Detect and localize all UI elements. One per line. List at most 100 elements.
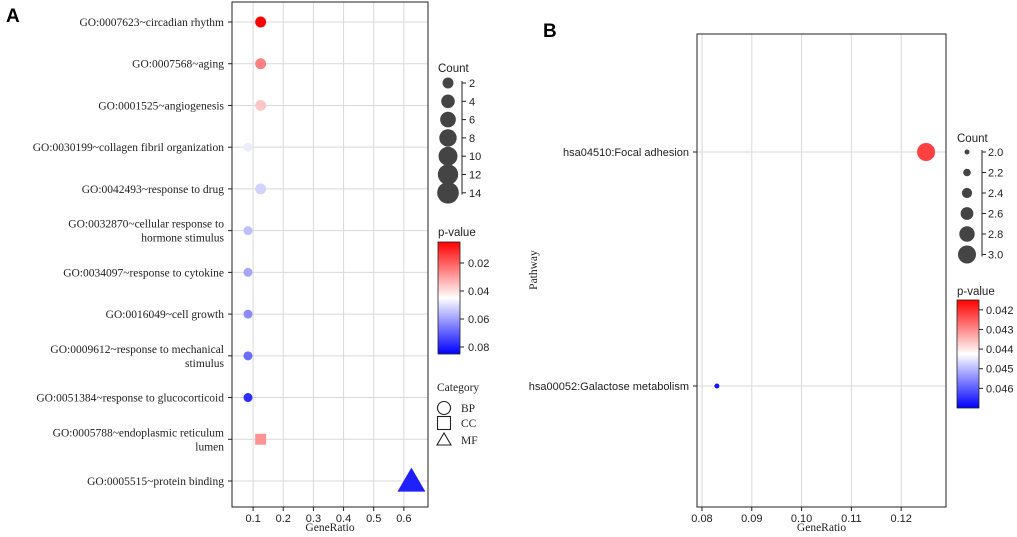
x-tick-label: 0.1 <box>245 513 260 525</box>
data-point <box>255 100 267 111</box>
plot-area-b <box>697 34 946 507</box>
category-legend-label: MF <box>461 435 478 447</box>
term-label: GO:0009612~response to mechanical <box>50 344 224 356</box>
panel-b-letter: B <box>543 21 557 42</box>
count-legend-dot <box>438 146 458 166</box>
x-tick-label: 0.09 <box>741 513 762 525</box>
count-legend-label: 4 <box>469 96 475 108</box>
count-legend-dot <box>963 168 971 177</box>
count-legend-title: Count <box>957 133 988 145</box>
term-label: lumen <box>195 441 224 453</box>
count-legend-dot <box>437 164 459 185</box>
term-label: GO:0007568~aging <box>132 59 224 71</box>
data-point <box>243 142 253 152</box>
pathway-label: hsa04510:Focal adhesion <box>563 147 689 159</box>
pvalue-colorbar <box>437 241 461 355</box>
category-legend-label: CC <box>461 418 477 430</box>
category-bp-shape <box>436 400 452 416</box>
pvalue-tick-label: 0.044 <box>986 344 1014 356</box>
count-legend-label: 8 <box>469 133 475 145</box>
pvalue-tick-label: 0.046 <box>986 383 1014 395</box>
count-legend-dot <box>961 187 973 199</box>
data-point <box>243 393 253 403</box>
x-tick-label: 0.5 <box>366 513 381 525</box>
count-legend-label: 10 <box>469 151 481 163</box>
term-label: GO:0030199~collagen fibril organization <box>33 142 224 154</box>
x-tick-label: 0.08 <box>691 513 712 525</box>
term-label: GO:0005515~protein binding <box>87 476 224 488</box>
term-label: GO:0032870~cellular response to <box>68 219 224 231</box>
count-legend-dot <box>960 207 974 220</box>
x-tick-label: 0.10 <box>791 513 812 525</box>
count-legend-label: 3.0 <box>988 250 1003 262</box>
count-legend-dot <box>442 77 454 89</box>
pvalue-tick-label: 0.06 <box>468 314 489 326</box>
data-point <box>255 433 267 445</box>
pvalue-tick-label: 0.043 <box>986 324 1014 336</box>
data-point <box>243 351 253 361</box>
pvalue-tick-label: 0.042 <box>986 305 1014 317</box>
count-legend-dot <box>964 149 970 155</box>
count-legend-label: 6 <box>469 115 475 127</box>
term-label: stimulus <box>185 358 225 370</box>
count-legend-label: 2.0 <box>988 147 1003 159</box>
data-point <box>255 183 267 195</box>
count-legend-label: 2.6 <box>988 209 1003 221</box>
data-point <box>243 309 253 319</box>
data-point <box>255 16 267 28</box>
count-legend-dot <box>958 245 976 264</box>
term-label: GO:0016049~cell growth <box>106 309 225 321</box>
category-mf-shape <box>436 431 452 446</box>
count-legend-dot <box>439 129 457 147</box>
term-label: GO:0042493~response to drug <box>82 184 225 196</box>
plot-area-a <box>232 2 428 507</box>
data-point <box>255 58 267 70</box>
pvalue-tick-label: 0.02 <box>468 258 489 270</box>
term-label: GO:0034097~response to cytokine <box>63 267 224 279</box>
count-legend-label: 12 <box>469 170 481 182</box>
pvalue-legend-title: p-value <box>438 227 476 239</box>
pvalue-tick-label: 0.04 <box>468 286 489 298</box>
data-point <box>917 143 936 161</box>
data-point <box>243 226 253 236</box>
x-tick-label: 0.6 <box>396 513 411 525</box>
category-cc-shape <box>436 415 452 431</box>
plot-frame-b <box>696 33 947 508</box>
panel-a-chart: 0.1 0.2 0.3 0.4 0.5 0.6 GeneRatio GO:0007623~ci… <box>33 1 489 534</box>
count-legend-label: 2 <box>469 78 475 90</box>
count-legend-title: Count <box>438 63 469 75</box>
term-label: GO:0051384~response to glucocorticoid <box>36 393 224 405</box>
x-tick-label: 0.12 <box>890 513 911 525</box>
category-legend-title: Category <box>437 382 479 394</box>
x-tick-label: 0.2 <box>276 513 291 525</box>
count-legend-label: 2.8 <box>988 229 1003 241</box>
pathway-label: hsa00052:Galactose metabolism <box>529 381 689 393</box>
count-legend-label: 2.4 <box>988 188 1003 200</box>
term-label: GO:0007623~circadian rhythm <box>79 17 224 29</box>
x-tick-label: 0.3 <box>306 513 321 525</box>
category-legend-label: BP <box>461 403 475 415</box>
data-point <box>397 467 426 492</box>
y-axis-title: Pathway <box>528 250 540 290</box>
panel-a-letter: A <box>6 6 20 27</box>
x-tick-label: 0.11 <box>841 513 862 525</box>
x-axis-title: GeneRatio <box>305 522 354 534</box>
count-legend-dot <box>441 94 455 109</box>
panel-b-chart: 0.08 0.09 0.10 0.11 0.12 GeneRatio Pathway hsa0… <box>528 33 1014 534</box>
count-legend-label: 14 <box>469 188 481 200</box>
plot-frame-a <box>231 1 429 508</box>
term-label: GO:0001525~angiogenesis <box>98 100 224 112</box>
term-label: hormone stimulus <box>141 233 224 245</box>
term-label: GO:0005788~endoplasmic reticulum <box>53 427 224 439</box>
pvalue-tick-label: 0.08 <box>468 342 489 354</box>
data-point <box>714 383 720 389</box>
x-axis-title: GeneRatio <box>797 522 846 534</box>
count-legend-dot <box>440 111 456 128</box>
count-legend-dot <box>959 226 975 242</box>
count-legend-dot <box>437 181 459 204</box>
pvalue-legend-title: p-value <box>957 286 995 298</box>
x-tick-label: 0.4 <box>336 513 351 525</box>
pvalue-colorbar <box>956 299 980 409</box>
pvalue-tick-label: 0.045 <box>986 364 1014 376</box>
